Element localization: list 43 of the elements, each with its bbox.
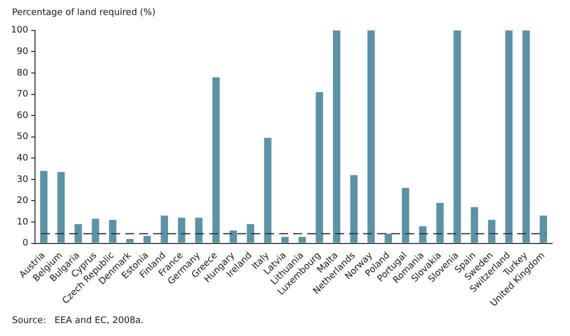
y-tick-label: 90 (16, 47, 28, 58)
y-tick-label: 80 (16, 68, 28, 78)
bar (212, 77, 220, 243)
bar (316, 92, 324, 243)
bar (264, 138, 272, 243)
bar (57, 172, 65, 243)
y-tick-label: 30 (16, 174, 28, 185)
bar (126, 239, 134, 243)
bar (40, 170, 48, 243)
y-tick-label: 10 (16, 217, 28, 228)
bar (436, 202, 444, 243)
bar (367, 30, 375, 243)
bar (540, 216, 548, 243)
bar (454, 30, 461, 243)
bar (230, 230, 237, 243)
bar (470, 207, 478, 243)
bar (178, 218, 186, 243)
bar (92, 218, 100, 243)
bar (109, 220, 116, 243)
source-note: Source: EEA and EC, 2008a. (12, 316, 145, 326)
bar (488, 220, 496, 243)
bar (281, 236, 289, 243)
bar (384, 234, 392, 243)
y-tick-label: 100 (10, 26, 28, 36)
bar (246, 224, 254, 243)
y-tick-label: 20 (16, 196, 28, 206)
bar (402, 188, 410, 243)
bar (195, 218, 202, 243)
bar (298, 236, 306, 243)
y-tick-label: 60 (16, 110, 28, 121)
bar (419, 226, 426, 243)
bar (143, 236, 151, 243)
bar (505, 30, 513, 243)
bar (350, 175, 358, 243)
y-tick-label: 40 (16, 153, 28, 164)
bar (160, 216, 168, 243)
y-tick-label: 50 (16, 132, 28, 142)
bar (74, 224, 82, 243)
bar (332, 30, 340, 243)
y-tick-label: 0 (22, 238, 28, 249)
y-tick-label: 70 (16, 90, 28, 100)
bar (522, 30, 530, 243)
y-axis-title: Percentage of land required (%) (12, 8, 156, 20)
